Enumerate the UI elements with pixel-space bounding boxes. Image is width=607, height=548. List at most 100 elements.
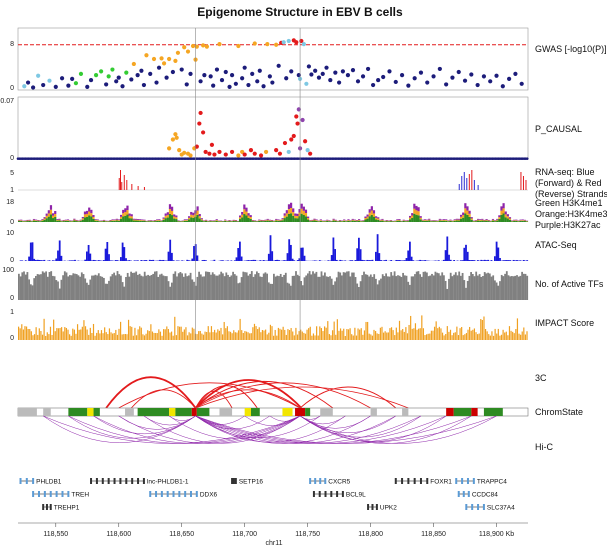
impact-bar [64, 327, 66, 340]
pcausal-point [177, 148, 182, 153]
atac-ytick-bottom: 0 [10, 257, 14, 264]
tfs-bar [426, 272, 428, 300]
gwas-point [73, 81, 79, 86]
impact-bar [403, 331, 405, 340]
impact-bar [171, 331, 173, 340]
chip-h3k4me3-bar [338, 220, 342, 222]
pcausal-point [207, 151, 212, 156]
impact-bar [500, 334, 503, 340]
tfs-bar [125, 277, 127, 300]
chip-h3k4me3-bar [45, 215, 48, 219]
chip-h3k4me3-bar [315, 220, 318, 221]
chromstate-segment [402, 408, 409, 416]
impact-bar [196, 334, 198, 340]
gene-label: lnc-PHLDB1-1 [147, 479, 189, 486]
gwas-ytick-top: 8 [10, 41, 14, 48]
impact-bar [341, 330, 343, 340]
tfs-bar [60, 279, 63, 300]
tfs-bar [337, 271, 340, 300]
chromstate-segment [471, 408, 478, 416]
atac-bar [371, 259, 374, 261]
chip-h3k4me3-bar [351, 219, 354, 221]
chip-h3k27ac-bar [247, 213, 250, 216]
atac-bar [502, 260, 505, 261]
tfs-bar [218, 274, 221, 300]
pcausal-point [203, 149, 208, 155]
gwas-point [250, 71, 255, 76]
impact-bar [464, 334, 466, 340]
chip-h3k4me3-bar [438, 219, 441, 221]
tfs-bar [504, 273, 506, 300]
chip-h3k4me1-bar [389, 221, 393, 222]
tfs-bar [334, 281, 336, 300]
tfs-ytick-bottom: 0 [10, 295, 14, 302]
impact-bar [355, 335, 358, 340]
chip-h3k4me1-bar [317, 221, 320, 222]
chip-h3k4me3-bar [88, 211, 91, 216]
impact-bar [314, 335, 316, 340]
atac-bar [483, 259, 486, 261]
chip-h3k4me3-bar [332, 219, 335, 221]
atac-bar [123, 247, 126, 261]
chip-h3k27ac-bar [494, 220, 497, 221]
chip-h3k27ac-bar [381, 218, 384, 220]
atac-bar [104, 248, 107, 261]
chip-h3k4me1-bar [321, 221, 325, 222]
gene-annotation-track: PHLDB1 lnc-PHLDB1-1 SETP16 CXCR5 FOXR1 TRAPPC… [19, 478, 515, 512]
chip-h3k4me3-bar [117, 220, 121, 221]
tfs-bar [240, 277, 243, 300]
chip-h3k4me1-bar [232, 221, 235, 222]
impact-bar [46, 332, 48, 340]
tfs-bar [342, 272, 345, 300]
chip-h3k4me3-bar [241, 214, 244, 218]
chip-h3k4me1-bar [113, 220, 116, 222]
atac-bar [31, 242, 34, 261]
impact-bar [43, 318, 45, 340]
atac-bar [159, 259, 161, 261]
chip-h3k4me1-bar [447, 221, 450, 222]
chip-h3k27ac-bar [49, 205, 53, 210]
chip-h3k4me1-bar [336, 221, 339, 222]
atac-bar [176, 260, 178, 261]
chip-h3k4me3-bar [483, 220, 486, 222]
impact-bar [354, 327, 356, 340]
rnaseq-bar [123, 175, 125, 190]
chip-h3k4me1-bar [521, 220, 524, 222]
gwas-point [242, 65, 247, 70]
chip-h3k27ac-bar [389, 220, 393, 221]
tfs-bar [276, 275, 279, 300]
chip-h3k4me3-bar [209, 220, 212, 222]
chip-h3k4me1-bar [406, 221, 410, 222]
chip-h3k4me1-bar [26, 221, 29, 222]
impact-bar [483, 316, 485, 340]
gwas-point [500, 84, 505, 89]
chip-h3k4me1-bar [491, 220, 495, 222]
chip-h3k4me3-bar [37, 220, 40, 222]
tfs-bar [36, 274, 39, 300]
chip-h3k4me1-bar [396, 220, 399, 222]
tfs-bar [388, 276, 391, 300]
pcausal-point [167, 146, 172, 151]
atac-signal [18, 234, 529, 261]
impact-bar [193, 328, 195, 340]
atac-bar [160, 260, 163, 261]
atac-bar [485, 260, 488, 261]
atac-bar [465, 244, 467, 261]
chip-h3k4me1-bar [132, 220, 135, 222]
atac-bar [259, 260, 262, 261]
gene-exon [324, 491, 327, 497]
impact-bar [220, 327, 222, 340]
atac-bar [106, 242, 109, 261]
tfs-bar [509, 276, 512, 300]
impact-bar [276, 335, 278, 340]
chip-h3k4me1-bar [35, 220, 38, 222]
chip-h3k4me3-bar [130, 216, 133, 219]
impact-bar [328, 334, 330, 340]
atac-bar [188, 260, 190, 261]
impact-bar [92, 323, 95, 340]
impact-bar [94, 335, 96, 340]
chip-h3k4me3-bar [379, 220, 382, 221]
chip-h3k4me3-bar [86, 213, 89, 217]
gene-exon [101, 478, 104, 484]
tfs-bar [521, 271, 523, 300]
